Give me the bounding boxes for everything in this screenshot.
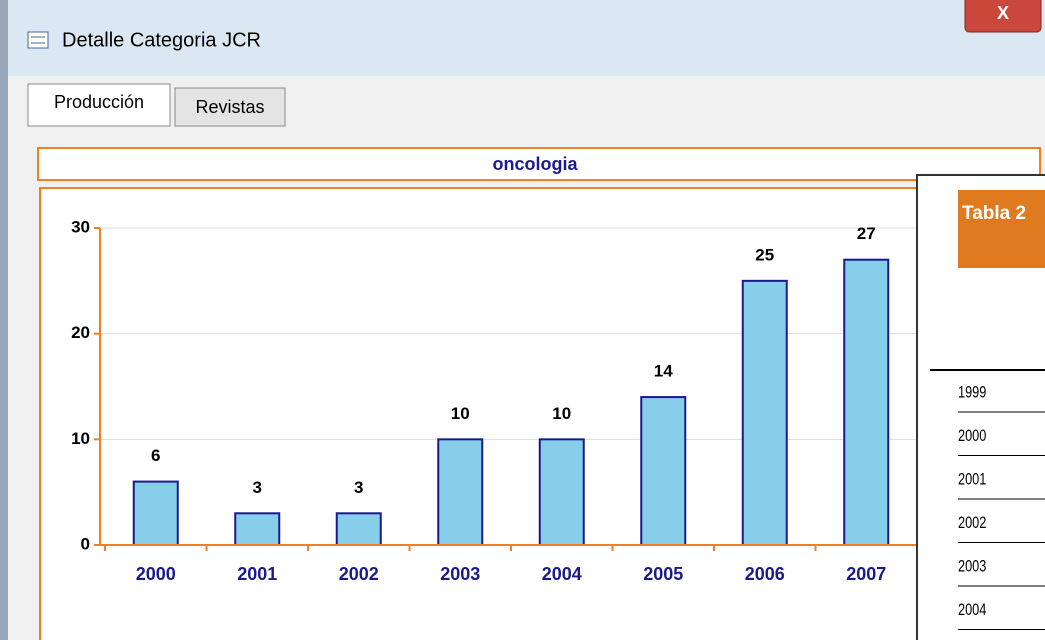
bar — [437, 438, 484, 547]
data-label: 14 — [654, 362, 673, 381]
bar — [741, 279, 788, 546]
bar — [640, 396, 687, 547]
data-label: 10 — [552, 404, 571, 423]
table-title: Tabla 2 — [962, 203, 1026, 224]
bar — [538, 438, 585, 547]
table-year: 2000 — [958, 426, 986, 445]
tab-label[interactable]: Producción — [54, 92, 144, 112]
bar — [335, 512, 382, 546]
data-label: 3 — [354, 478, 363, 497]
y-tick-label: 0 — [81, 534, 90, 553]
data-label: 25 — [755, 245, 774, 264]
chart-title: oncologia — [493, 154, 579, 174]
x-tick-label: 2002 — [339, 564, 379, 584]
data-label: 3 — [253, 478, 262, 497]
tab-active[interactable] — [27, 83, 171, 127]
x-tick-label: 2001 — [237, 564, 277, 584]
table-year: 2004 — [958, 600, 986, 619]
bar — [843, 258, 890, 546]
x-tick-label: 2007 — [846, 564, 886, 584]
data-label: 10 — [451, 404, 470, 423]
table-year: 1999 — [958, 383, 986, 402]
x-tick-label: 2004 — [542, 564, 582, 584]
data-label: 27 — [857, 224, 876, 243]
close-button[interactable] — [964, 0, 1042, 33]
x-tick-label: 2006 — [745, 564, 785, 584]
table-year: 2003 — [958, 557, 986, 576]
x-tick-label: 2003 — [440, 564, 480, 584]
table-year: 2001 — [958, 470, 986, 489]
window-icon — [27, 31, 49, 49]
window-title: Detalle Categoria JCR — [62, 29, 261, 51]
title-bar — [0, 0, 1045, 76]
chart-title-box — [37, 147, 1041, 181]
y-tick-label: 20 — [71, 323, 90, 342]
data-label: 6 — [151, 446, 160, 465]
tab-label[interactable]: Revistas — [195, 97, 264, 117]
table-year: 2002 — [958, 513, 986, 532]
bar — [234, 512, 281, 546]
x-tick-label: 2000 — [136, 564, 176, 584]
y-tick-label: 30 — [71, 217, 90, 236]
plot: 0 10 20 30 2000 6 2001 3 2002 3 2003 10 2004 10 2005 14… — [71, 217, 918, 584]
bar — [132, 480, 179, 547]
overlay-table: Tabla 2 1999 2000 2001 2002 2003 2004 — [916, 174, 1045, 640]
y-tick-label: 10 — [71, 429, 90, 448]
table-header — [958, 190, 1045, 268]
window-edge — [0, 0, 8, 640]
tab[interactable] — [174, 87, 286, 127]
x-tick-label: 2005 — [643, 564, 683, 584]
close-icon[interactable]: X — [997, 3, 1009, 23]
